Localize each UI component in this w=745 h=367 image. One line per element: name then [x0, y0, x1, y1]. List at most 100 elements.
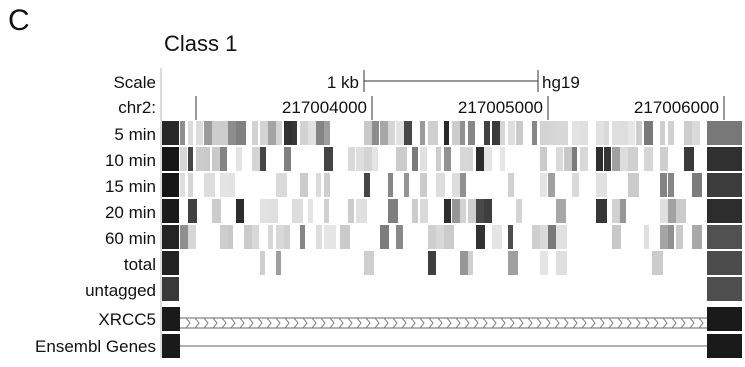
signal-block — [484, 199, 492, 223]
signal-block — [668, 121, 674, 145]
signal-block — [596, 199, 607, 223]
signal-block — [162, 251, 179, 275]
signal-block — [492, 121, 500, 145]
signal-block — [380, 225, 389, 249]
signal-block — [348, 147, 355, 171]
strand-chevron — [392, 317, 398, 329]
strand-chevron — [536, 317, 542, 329]
signal-block — [324, 225, 336, 249]
track-label-60min: 60 min — [105, 229, 156, 248]
signal-block — [612, 199, 623, 223]
signal-block — [707, 147, 742, 171]
signal-block — [444, 199, 451, 223]
signal-block — [180, 121, 185, 145]
track-label-10min: 10 min — [105, 151, 156, 170]
strand-chevron — [527, 317, 533, 329]
signal-block — [420, 173, 427, 197]
signal-block — [404, 173, 409, 197]
signal-block — [324, 199, 329, 223]
signal-block — [707, 199, 742, 223]
signal-block — [180, 225, 189, 249]
track-label-5min: 5 min — [114, 125, 156, 144]
signal-block — [684, 147, 694, 171]
strand-chevron — [428, 317, 434, 329]
signal-block — [404, 121, 412, 145]
signal-block — [364, 173, 370, 197]
signal-block — [572, 121, 580, 145]
signal-block — [707, 251, 742, 275]
signal-block — [204, 173, 215, 197]
signal-block — [572, 173, 579, 197]
signal-block — [660, 121, 665, 145]
strand-chevron — [491, 317, 497, 329]
strand-chevrons — [185, 317, 704, 329]
strand-chevron — [698, 317, 704, 329]
chrom-label: chr2: — [118, 98, 156, 117]
signal-block — [508, 121, 515, 145]
signal-block — [660, 173, 667, 197]
strand-chevron — [653, 317, 659, 329]
signal-block — [620, 199, 626, 223]
assembly-label: hg19 — [542, 73, 580, 92]
strand-chevron — [248, 317, 254, 329]
strand-chevron — [644, 317, 650, 329]
signal-block — [540, 173, 547, 197]
signal-block — [276, 251, 281, 275]
signal-block — [692, 121, 700, 145]
signal-block — [364, 121, 374, 145]
signal-block — [707, 277, 742, 301]
signal-block — [668, 225, 674, 249]
signal-block — [532, 225, 543, 249]
strand-chevron — [419, 317, 425, 329]
track-label-15min: 15 min — [105, 177, 156, 196]
signal-block — [468, 251, 473, 275]
strand-chevron — [464, 317, 470, 329]
signal-block — [452, 121, 463, 145]
signal-block — [300, 173, 308, 197]
signal-block — [492, 225, 502, 249]
strand-chevron — [689, 317, 695, 329]
signal-block — [162, 277, 179, 301]
signal-block — [540, 121, 549, 145]
gene-model-ensembl — [162, 334, 742, 358]
signal-block — [188, 199, 197, 223]
signal-block — [468, 199, 478, 223]
class-title: Class 1 — [164, 31, 238, 56]
signal-block — [420, 147, 427, 171]
signal-block — [212, 121, 221, 145]
signal-block — [268, 225, 273, 249]
signal-block — [388, 173, 393, 197]
signal-block — [540, 147, 547, 171]
strand-chevron — [356, 317, 362, 329]
signal-block — [508, 173, 514, 197]
strand-chevron — [671, 317, 677, 329]
strand-chevron — [518, 317, 524, 329]
signal-block — [612, 121, 620, 145]
signal-block — [396, 147, 407, 171]
signal-block — [660, 199, 671, 223]
signal-block — [444, 147, 451, 171]
signal-block — [284, 225, 290, 249]
strand-chevron — [581, 317, 587, 329]
signal-block — [612, 225, 621, 249]
signal-block — [652, 251, 663, 275]
signal-block — [628, 147, 638, 171]
exon-1 — [162, 307, 180, 331]
strand-chevron — [410, 317, 416, 329]
coord-tick-label-3: 217006000 — [634, 98, 719, 117]
signal-block — [324, 173, 330, 197]
signal-block — [707, 121, 742, 145]
signal-block — [516, 121, 523, 145]
signal-block — [356, 147, 364, 171]
signal-block — [396, 225, 403, 249]
signal-block — [260, 251, 265, 275]
signal-block — [212, 199, 221, 223]
signal-block — [628, 121, 635, 145]
strand-chevron — [203, 317, 209, 329]
signal-block — [548, 225, 559, 249]
signal-block — [604, 147, 611, 171]
signal-block — [276, 121, 282, 145]
signal-block — [460, 121, 465, 145]
signal-block — [692, 173, 702, 197]
signal-block — [316, 121, 324, 145]
